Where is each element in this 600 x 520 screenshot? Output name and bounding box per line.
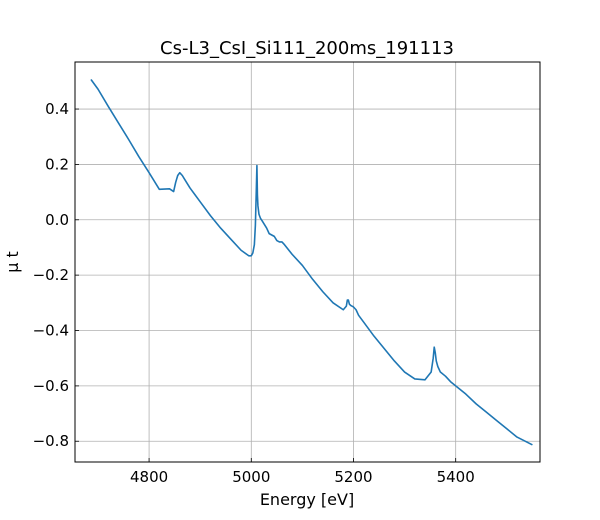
- x-axis-label: Energy [eV]: [260, 490, 354, 509]
- y-tick-label: 0.2: [45, 155, 69, 173]
- y-tick-label: −0.6: [33, 377, 69, 395]
- y-tick-label: 0.4: [45, 100, 69, 118]
- x-tick-label: 5400: [437, 468, 475, 486]
- plot-frame: [74, 61, 541, 463]
- x-tick-label: 5000: [232, 468, 270, 486]
- x-tick-label: 4800: [130, 468, 168, 486]
- y-tick-label: −0.4: [33, 322, 69, 340]
- y-tick-label: −0.2: [33, 266, 69, 284]
- y-tick-label: −0.8: [33, 432, 69, 450]
- y-axis-label: μ t: [3, 251, 22, 273]
- chart-title: Cs-L3_CsI_Si111_200ms_191113: [160, 38, 454, 59]
- series-layer: [90, 79, 533, 446]
- x-tick-label: 5200: [334, 468, 372, 486]
- series-line: [90, 79, 533, 446]
- plot-area: [75, 62, 540, 462]
- y-tick-label: 0.0: [45, 211, 69, 229]
- grid-lines: [75, 62, 540, 462]
- ticks: 4800 5000 5200 5400 0.4 0.2 0.0 −0.2 −0.4 −0.6 −0.…: [33, 100, 475, 486]
